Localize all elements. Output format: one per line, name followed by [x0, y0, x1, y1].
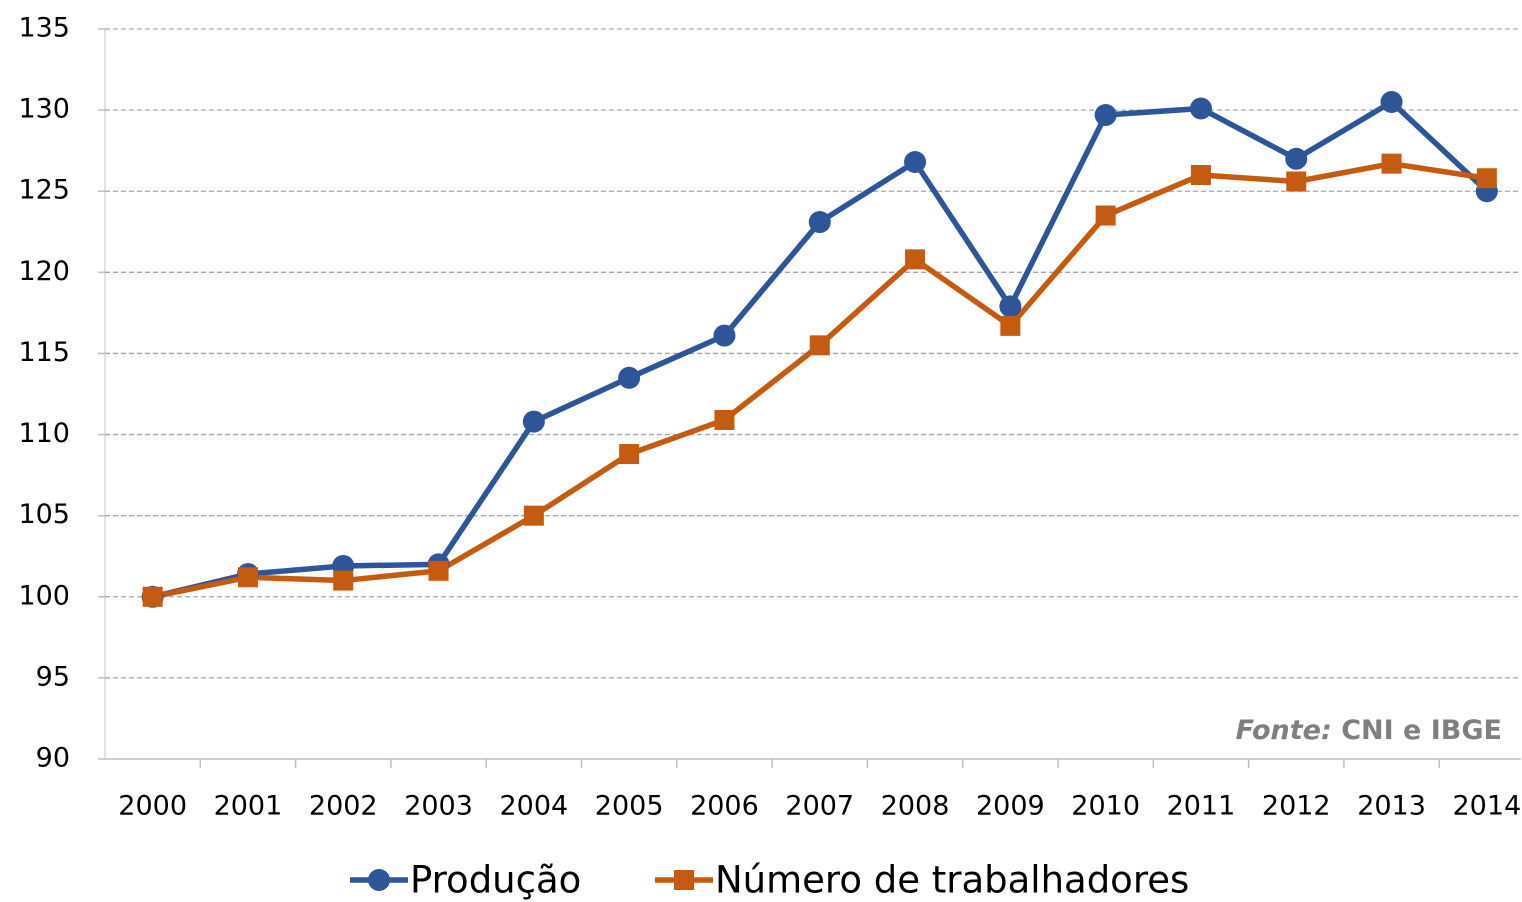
point-marker — [905, 249, 926, 270]
y-tick-label: 115 — [18, 337, 70, 368]
x-tick-label: 2002 — [309, 791, 378, 822]
y-tick-label: 125 — [18, 175, 70, 206]
source-annotation: Fonte: CNI e IBGE — [1236, 715, 1502, 746]
y-tick-label: 95 — [36, 661, 70, 692]
x-tick-label: 2014 — [1452, 791, 1521, 822]
point-marker — [808, 211, 831, 234]
x-tick-label: 2006 — [690, 791, 759, 822]
x-tick-label: 2001 — [214, 791, 283, 822]
y-tick-label: 110 — [18, 418, 70, 449]
point-marker — [1094, 103, 1117, 126]
legend-label: Número de trabalhadores — [715, 859, 1189, 902]
legend-label: Produção — [410, 859, 581, 902]
y-tick-label: 90 — [36, 743, 70, 774]
x-tick-label: 2010 — [1071, 791, 1140, 822]
point-marker — [237, 567, 258, 588]
y-tick-label: 100 — [18, 580, 70, 611]
point-marker — [1285, 147, 1308, 170]
legend-marker — [368, 869, 390, 891]
point-marker — [428, 560, 449, 581]
point-marker — [809, 335, 830, 356]
point-marker — [333, 570, 354, 591]
x-tick-label: 2003 — [404, 791, 473, 822]
source-label: Fonte: — [1236, 715, 1332, 746]
x-tick-label: 2007 — [785, 791, 854, 822]
point-marker — [1000, 315, 1021, 336]
point-marker — [523, 505, 544, 526]
x-tick-label: 2013 — [1357, 791, 1426, 822]
y-tick-label: 130 — [18, 94, 70, 125]
point-marker — [619, 444, 640, 465]
legend-marker — [674, 870, 694, 890]
point-marker — [522, 410, 545, 433]
point-marker — [618, 366, 641, 389]
x-tick-label: 2005 — [595, 791, 664, 822]
x-tick-label: 2000 — [118, 791, 187, 822]
point-marker — [1380, 91, 1403, 113]
x-tick-label: 2004 — [499, 791, 568, 822]
x-tick-label: 2012 — [1262, 791, 1331, 822]
point-marker — [1189, 97, 1212, 120]
point-marker — [714, 409, 735, 430]
point-marker — [1190, 165, 1211, 185]
y-tick-label: 105 — [18, 499, 70, 530]
point-marker — [713, 324, 736, 347]
point-marker — [1095, 205, 1116, 226]
y-tick-label: 135 — [18, 13, 70, 44]
y-tick-label: 120 — [18, 256, 70, 287]
source: CNI e IBGE — [1341, 715, 1502, 746]
point-marker — [1286, 171, 1307, 192]
x-tick-label: 2008 — [881, 791, 950, 822]
point-marker — [999, 295, 1022, 318]
point-marker — [904, 151, 927, 174]
point-marker — [1476, 168, 1497, 189]
x-tick-label: 2009 — [976, 791, 1045, 822]
point-marker — [142, 586, 163, 607]
point-marker — [1381, 153, 1402, 174]
x-tick-label: 2011 — [1167, 791, 1236, 822]
